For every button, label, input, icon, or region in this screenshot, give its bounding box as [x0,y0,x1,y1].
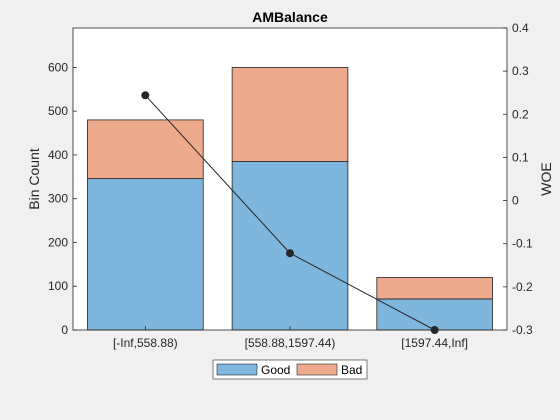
left-tick-label: 100 [48,279,68,293]
x-axis: [-Inf,558.88) [558.88,1597.44) [1597.44,In… [113,326,468,350]
right-tick-label: -0.1 [512,237,533,251]
x-tick-label: [558.88,1597.44) [245,336,336,350]
left-tick-label: 600 [48,60,68,74]
right-tick-label: 0.1 [512,150,529,164]
chart-title: AMBalance [252,9,328,25]
right-tick-label: -0.2 [512,280,533,294]
y-axis-label: Bin Count [26,148,42,210]
y2-axis-label: WOE [538,162,554,195]
bar-good-2 [376,298,493,331]
woe-line-layer [141,91,439,334]
right-tick-label: 0.2 [512,107,529,121]
left-tick-label: 500 [48,104,68,118]
bar-bad-1 [231,66,349,162]
right-tick-label: 0.4 [512,21,529,35]
right-tick-label: 0 [512,194,519,208]
right-tick-label: -0.3 [512,323,533,337]
right-axis: -0.3 -0.2 -0.1 0 0.1 0.2 0.3 0.4 [503,21,533,337]
legend-swatch-good [216,363,258,376]
bar-good-0 [87,178,204,331]
legend: Good Bad [212,359,368,380]
bars-layer [87,66,493,331]
woe-point-0 [141,91,150,100]
x-tick-label: [-Inf,558.88) [113,336,178,350]
woe-point-1 [286,249,294,258]
left-tick-label: 300 [48,192,68,206]
bar-bad-0 [87,119,204,179]
legend-label-bad: Bad [341,363,362,377]
right-tick-label: 0.3 [512,64,529,78]
bar-bad-2 [376,277,493,300]
left-axis: 0 100 200 300 400 500 600 [48,60,77,337]
bar-good-1 [231,161,349,331]
left-tick-label: 0 [61,323,68,337]
legend-label-good: Good [261,363,290,377]
left-tick-label: 400 [48,148,68,162]
x-tick-label: [1597.44,Inf] [401,336,468,350]
legend-swatch-bad [296,363,338,376]
left-tick-label: 200 [48,235,68,249]
